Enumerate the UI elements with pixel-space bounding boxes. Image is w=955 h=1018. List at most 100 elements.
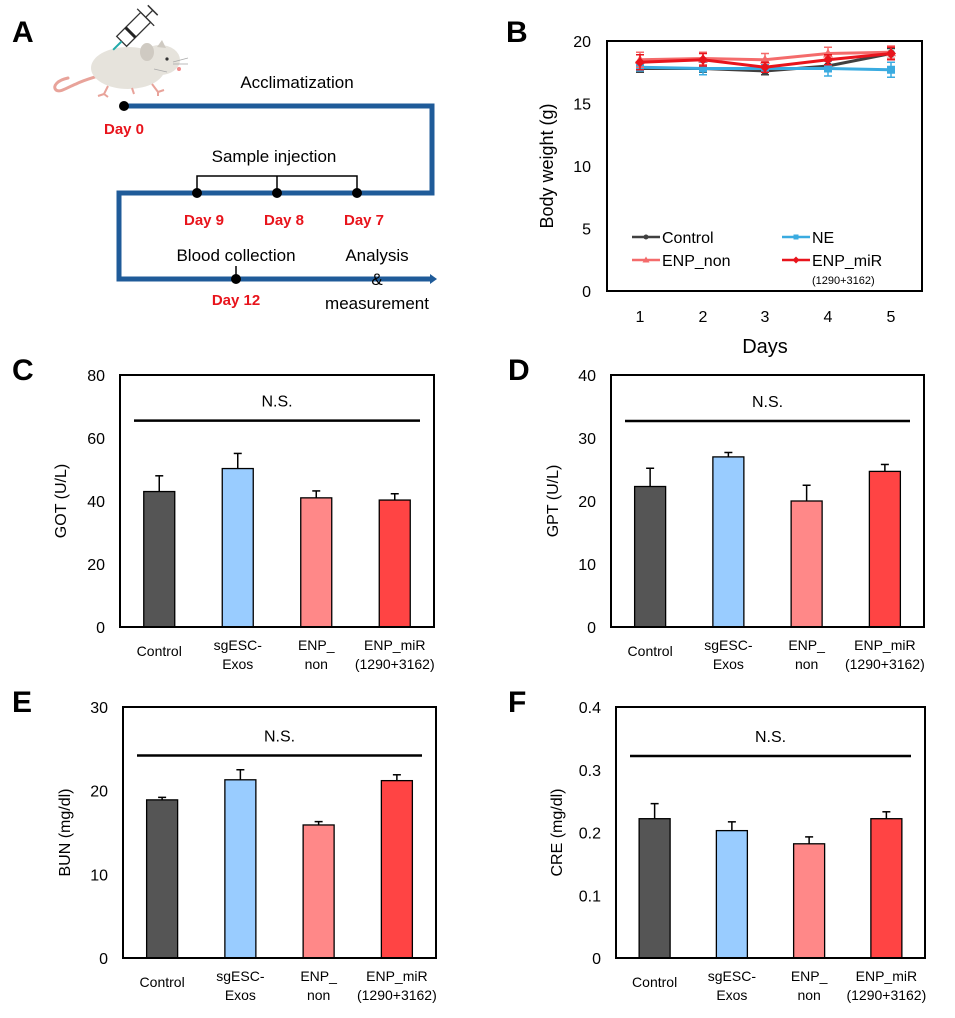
- bar: [868, 470, 902, 628]
- sample-injection-label: Sample injection: [212, 147, 337, 166]
- x-tick-label: sgESC-: [216, 968, 265, 984]
- plot-frame: [610, 374, 925, 628]
- x-tick-label: ENP_miR: [856, 968, 917, 984]
- x-tick-label: 3: [761, 309, 770, 326]
- x-tick-label: non: [797, 987, 820, 1003]
- day9-label: Day 9: [184, 212, 224, 229]
- x-tick-label: ENP_: [791, 968, 828, 984]
- plot-frame: [122, 706, 437, 959]
- bar: [300, 497, 333, 628]
- bar-group: [221, 452, 254, 628]
- x-tick-label: (1290+3162): [355, 656, 435, 672]
- x-tick-label: 4: [824, 309, 833, 326]
- y-tick-label: 0: [587, 620, 596, 637]
- y-tick-label: 10: [90, 867, 108, 884]
- y-tick-label: 0.3: [579, 763, 601, 780]
- bar: [633, 485, 667, 628]
- mouse-with-syringe-icon: [53, 4, 189, 98]
- panel-d-gpt-chart: D 0 10 20 30 40 GPT (U/L) Control sgESC- Exos ENP…: [508, 354, 925, 672]
- plot-frame: [119, 374, 435, 628]
- blood-collection-label: Blood collection: [176, 246, 295, 265]
- x-tick-label: ENP_: [298, 637, 335, 653]
- y-tick-label: 0.4: [579, 700, 601, 717]
- x-tick-label: (1290+3162): [357, 987, 437, 1003]
- bar: [378, 499, 411, 628]
- panel-label-d: D: [508, 354, 530, 387]
- marker-triangle: [642, 256, 650, 263]
- legend-label: ENP_non: [662, 253, 731, 270]
- day7-label: Day 7: [344, 212, 384, 229]
- marker-circle: [643, 234, 649, 240]
- x-tick-label: ENP_: [300, 968, 337, 984]
- y-axis-label: BUN (mg/dl): [57, 788, 74, 876]
- x-tick-label: Exos: [222, 656, 253, 672]
- y-tick-label: 0: [96, 620, 105, 637]
- bar: [224, 779, 257, 959]
- panel-f-cre-chart: F 0 0.1 0.2 0.3 0.4 CRE (mg/dl) Control sgESC- E…: [508, 686, 926, 1003]
- x-tick-label: non: [305, 656, 328, 672]
- analysis-label: Analysis: [345, 246, 408, 265]
- x-tick-label: ENP_miR: [364, 637, 425, 653]
- y-tick-label: 10: [578, 557, 596, 574]
- y-tick-label: 0.1: [579, 888, 601, 905]
- marker-square: [793, 234, 799, 240]
- bar: [715, 829, 749, 959]
- marker-diamond: [886, 48, 896, 59]
- timeline-dot-day0: [119, 101, 129, 111]
- bar-group: [224, 769, 257, 959]
- bar-group: [638, 802, 671, 959]
- y-tick-label: 0: [99, 951, 108, 968]
- marker-diamond: [760, 62, 770, 73]
- x-tick-label: Control: [140, 974, 185, 990]
- marker-square: [887, 65, 895, 74]
- y-tick-label: 30: [90, 700, 108, 717]
- timeline-dot-day9: [192, 188, 202, 198]
- bar: [792, 843, 826, 959]
- significance-annotation: N.S.: [752, 394, 783, 411]
- panel-label-b: B: [506, 16, 528, 49]
- y-tick-label: 0: [592, 951, 601, 968]
- y-tick-label: 60: [87, 431, 105, 448]
- bar: [145, 799, 179, 959]
- x-tick-label: 2: [699, 309, 708, 326]
- legend-label: Control: [662, 230, 714, 247]
- y-tick-label: 20: [87, 557, 105, 574]
- x-tick-label: 1: [636, 309, 645, 326]
- marker-diamond: [792, 256, 800, 264]
- panel-b-body-weight-chart: B 0 5 10 15 20 1 2 3 4 5 Days Body weight (g) Contro…: [506, 16, 923, 358]
- legend-label: NE: [812, 230, 834, 247]
- significance-annotation: N.S.: [755, 729, 786, 746]
- x-tick-label: ENP_: [788, 637, 825, 653]
- legend-label: ENP_miR: [812, 253, 882, 270]
- legend-item: NE: [782, 230, 834, 247]
- y-tick-label: 20: [90, 784, 108, 801]
- marker-diamond: [698, 54, 708, 65]
- y-tick-label: 20: [573, 34, 591, 51]
- bar-group: [300, 490, 333, 628]
- x-tick-label: (1290+3162): [846, 987, 926, 1003]
- timeline-dot-day12: [231, 274, 241, 284]
- y-tick-label: 80: [87, 368, 105, 385]
- panel-c-got-chart: C 0 20 40 60 80 GOT (U/L) Control sgESC- Exos ENP…: [12, 354, 435, 672]
- plot-frame: [615, 706, 926, 959]
- x-tick-label: ENP_miR: [366, 968, 427, 984]
- x-tick-label: Control: [628, 643, 673, 659]
- bar-group: [790, 484, 823, 628]
- timeline-dot-day7: [352, 188, 362, 198]
- y-tick-label: 5: [582, 222, 591, 239]
- bar-group: [380, 774, 414, 959]
- panel-label-c: C: [12, 354, 34, 387]
- timeline-dot-day8: [272, 188, 282, 198]
- bar: [143, 490, 176, 628]
- y-tick-label: 40: [87, 494, 105, 511]
- x-tick-label: Control: [632, 974, 677, 990]
- acclimatization-label: Acclimatization: [240, 73, 353, 92]
- bar-group: [145, 796, 179, 959]
- y-tick-label: 0: [582, 284, 591, 301]
- day0-label: Day 0: [104, 121, 144, 138]
- y-axis-label: CRE (mg/dl): [549, 788, 566, 876]
- marker-diamond: [823, 54, 833, 65]
- x-tick-label: sgESC-: [214, 637, 263, 653]
- bar: [380, 779, 414, 959]
